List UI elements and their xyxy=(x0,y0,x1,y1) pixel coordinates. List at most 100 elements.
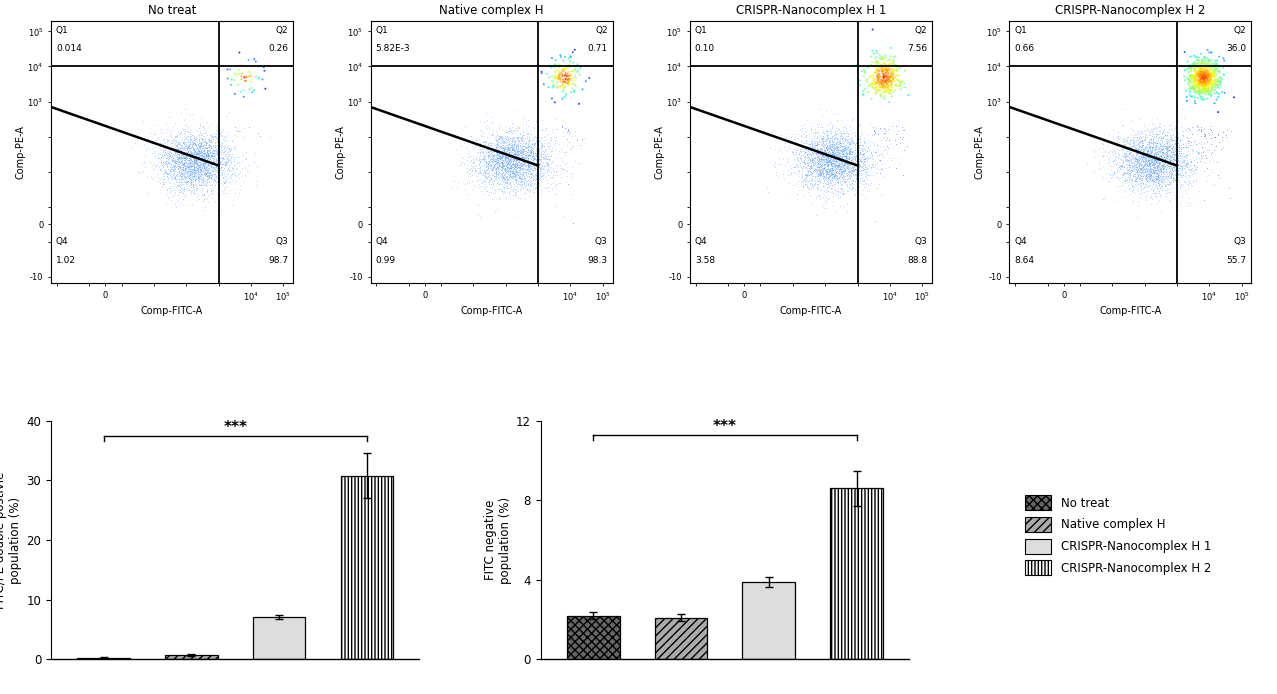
Point xyxy=(531,149,552,160)
Point xyxy=(1128,153,1148,164)
Point xyxy=(803,153,824,164)
Point xyxy=(1211,80,1231,91)
Point xyxy=(1138,139,1158,150)
Point xyxy=(1180,60,1200,71)
Point xyxy=(554,210,575,221)
Point xyxy=(843,137,863,149)
Point xyxy=(512,169,533,180)
Point xyxy=(504,154,525,165)
Point xyxy=(530,159,550,170)
Point xyxy=(1175,170,1195,181)
Point xyxy=(1128,138,1148,149)
Point xyxy=(485,149,506,160)
Point xyxy=(1142,163,1162,174)
Point xyxy=(184,165,204,176)
Point xyxy=(1084,165,1105,176)
Point xyxy=(518,132,539,143)
Point xyxy=(1153,126,1174,137)
Point xyxy=(782,146,802,158)
Point xyxy=(176,166,197,177)
Point xyxy=(1188,80,1208,91)
Point xyxy=(801,123,821,134)
Point xyxy=(513,172,534,183)
Point xyxy=(1168,146,1189,157)
Point xyxy=(146,137,166,148)
Point xyxy=(817,168,838,179)
Point xyxy=(819,170,839,181)
Point xyxy=(808,161,829,172)
Point xyxy=(1153,167,1174,178)
Point xyxy=(493,149,513,160)
Point xyxy=(508,140,529,151)
Point xyxy=(1120,169,1140,180)
Point xyxy=(529,153,549,164)
Point xyxy=(827,142,848,153)
Point xyxy=(1110,160,1130,171)
Point xyxy=(172,164,193,176)
Point xyxy=(827,172,848,183)
Point xyxy=(1126,167,1147,178)
Point xyxy=(469,167,489,178)
Point xyxy=(162,170,183,181)
Point xyxy=(1139,157,1160,168)
Point xyxy=(197,154,217,165)
Point xyxy=(485,167,506,178)
Point xyxy=(503,160,524,171)
Point xyxy=(1117,155,1138,166)
Point xyxy=(1163,162,1184,174)
Point xyxy=(833,135,853,146)
Point xyxy=(506,167,526,178)
Point xyxy=(815,152,835,163)
Point xyxy=(513,166,534,177)
Point xyxy=(813,138,834,149)
Point xyxy=(834,201,854,212)
Point xyxy=(1112,168,1133,179)
Point xyxy=(815,162,835,174)
Point xyxy=(1142,143,1162,154)
Point xyxy=(811,164,831,176)
Point xyxy=(1125,178,1145,189)
Point xyxy=(1133,157,1153,168)
Point xyxy=(492,158,512,169)
Point xyxy=(508,171,529,183)
Point xyxy=(517,144,538,155)
Point xyxy=(513,137,534,149)
Point xyxy=(844,139,865,150)
Point xyxy=(178,167,198,178)
Point xyxy=(829,172,849,183)
Point xyxy=(494,183,515,194)
Point xyxy=(797,145,817,156)
Point xyxy=(810,171,830,182)
Point xyxy=(871,149,891,160)
Point xyxy=(497,131,517,142)
Point xyxy=(888,153,908,164)
Point xyxy=(181,178,202,189)
Point xyxy=(510,133,530,144)
Point xyxy=(1165,123,1185,134)
Point xyxy=(489,152,510,163)
Point xyxy=(1149,165,1170,176)
Point xyxy=(511,161,531,172)
Point xyxy=(1120,134,1140,145)
Point xyxy=(180,160,200,171)
Point xyxy=(190,162,211,173)
Point xyxy=(529,147,549,158)
Point xyxy=(193,158,213,169)
Point xyxy=(1199,155,1220,166)
Point xyxy=(792,122,812,133)
Point xyxy=(1168,165,1189,176)
Point xyxy=(227,169,248,180)
Point xyxy=(848,180,868,192)
Point xyxy=(1107,164,1128,175)
Point xyxy=(1183,61,1203,72)
Point xyxy=(1120,161,1140,172)
Point xyxy=(1135,164,1156,175)
Point xyxy=(802,139,822,150)
Point xyxy=(1185,57,1205,68)
Point xyxy=(521,139,541,150)
Point xyxy=(827,163,848,174)
Point xyxy=(843,137,863,148)
Point xyxy=(497,148,517,159)
Point xyxy=(836,171,857,182)
Point xyxy=(503,167,524,178)
